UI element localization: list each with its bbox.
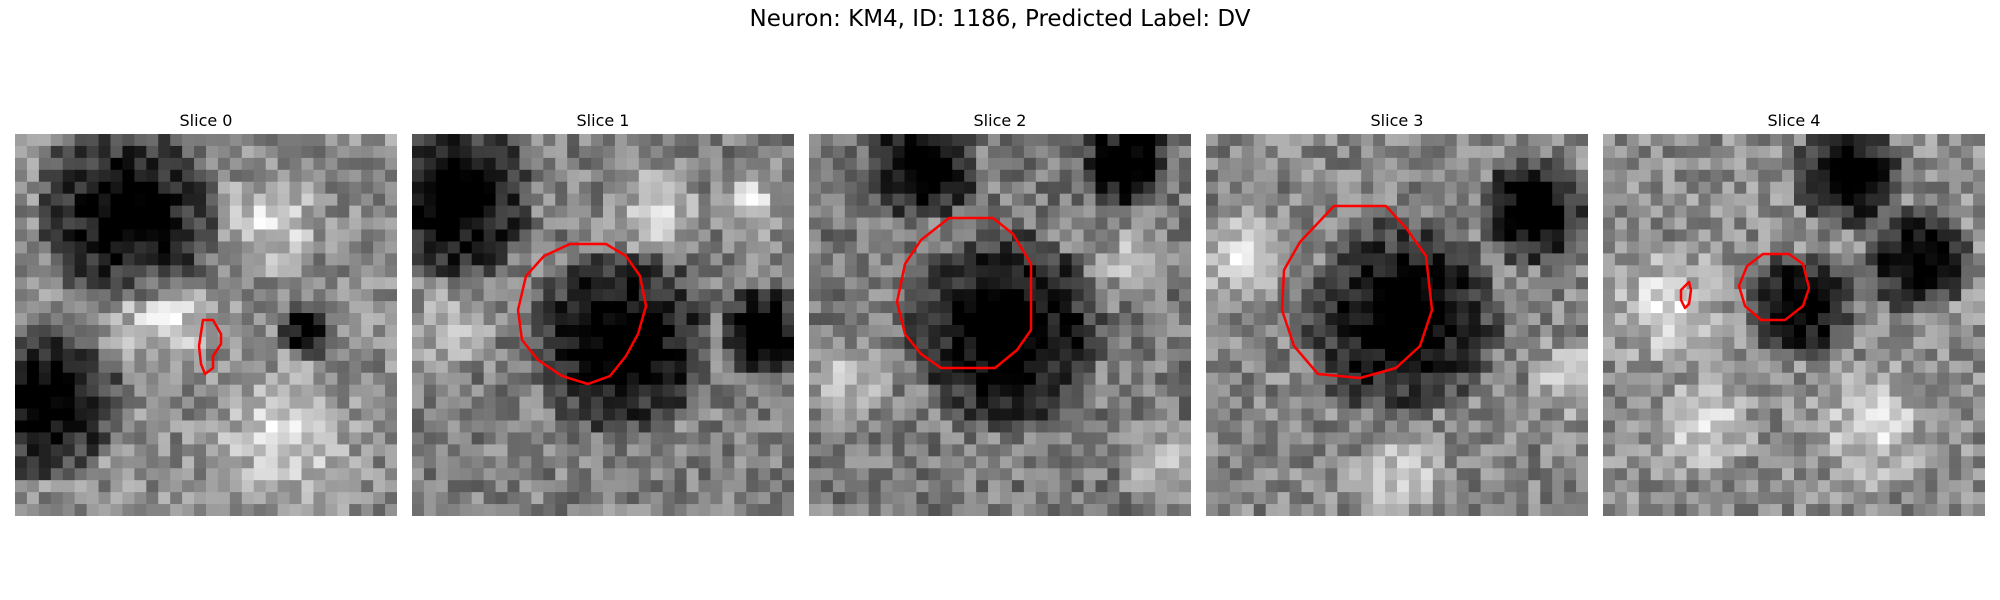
slice-image-3 [1206, 134, 1588, 516]
slice-title-3: Slice 3 [1206, 108, 1588, 134]
slice-panel-0: Slice 0 [15, 108, 397, 516]
figure-title: Neuron: KM4, ID: 1186, Predicted Label: … [0, 6, 2000, 32]
slice-panel-1: Slice 1 [412, 108, 794, 516]
slice-panel-2: Slice 2 [809, 108, 1191, 516]
slice-title-1: Slice 1 [412, 108, 794, 134]
slice-title-2: Slice 2 [809, 108, 1191, 134]
slice-title-4: Slice 4 [1603, 108, 1985, 134]
slice-panel-4: Slice 4 [1603, 108, 1985, 516]
slice-image-0 [15, 134, 397, 516]
slice-panel-3: Slice 3 [1206, 108, 1588, 516]
slice-image-2 [809, 134, 1191, 516]
slice-image-1 [412, 134, 794, 516]
slice-image-4 [1603, 134, 1985, 516]
slice-title-0: Slice 0 [15, 108, 397, 134]
